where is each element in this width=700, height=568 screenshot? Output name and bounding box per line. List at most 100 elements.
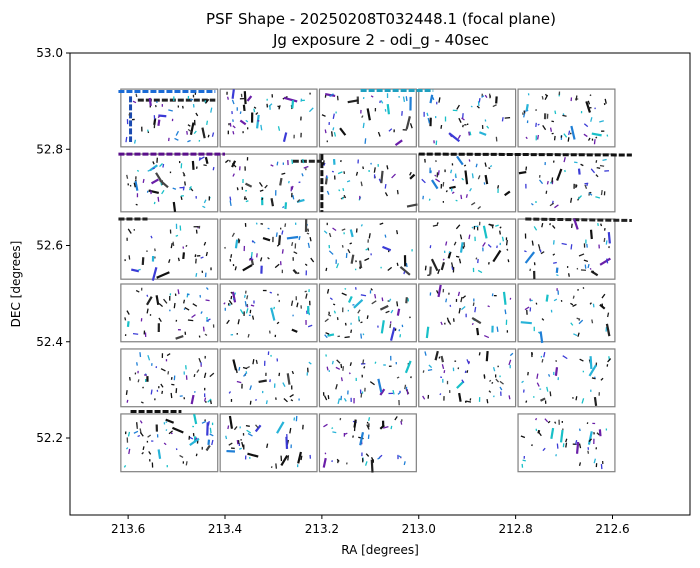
psf-whisker xyxy=(203,164,207,167)
psf-whisker xyxy=(203,199,207,204)
x-tick-label: 212.8 xyxy=(498,522,532,536)
psf-whisker xyxy=(235,369,238,374)
psf-whisker xyxy=(229,122,232,127)
psf-whisker xyxy=(570,302,574,306)
psf-whisker xyxy=(525,103,529,111)
psf-whisker xyxy=(388,128,393,132)
psf-whisker xyxy=(601,293,606,299)
psf-whisker xyxy=(508,395,511,400)
ccd-outline xyxy=(120,88,219,148)
psf-whisker xyxy=(136,362,138,366)
psf-whisker xyxy=(349,242,353,245)
psf-whisker xyxy=(357,309,361,314)
psf-whisker xyxy=(379,304,389,311)
psf-whisker xyxy=(396,301,399,307)
psf-whisker xyxy=(400,420,403,425)
psf-whisker xyxy=(185,244,188,248)
psf-whisker xyxy=(341,292,347,296)
psf-whisker xyxy=(242,104,246,112)
psf-whisker xyxy=(448,132,461,143)
psf-whisker xyxy=(441,364,445,370)
psf-whisker xyxy=(377,457,381,460)
psf-whisker xyxy=(537,429,540,434)
psf-whisker xyxy=(499,380,504,385)
psf-whisker xyxy=(180,195,183,201)
psf-whisker xyxy=(574,439,578,445)
psf-whisker xyxy=(524,251,536,264)
psf-whisker xyxy=(450,262,454,268)
psf-whisker xyxy=(366,108,371,121)
psf-whisker xyxy=(239,309,244,315)
psf-whisker xyxy=(232,130,235,135)
psf-whisker xyxy=(584,184,588,189)
psf-whisker xyxy=(270,307,276,321)
psf-whisker xyxy=(386,104,391,115)
psf-whisker xyxy=(455,255,460,258)
psf-whisker xyxy=(285,436,289,450)
psf-whisker xyxy=(132,100,137,104)
psf-whisker xyxy=(573,333,578,337)
psf-whisker xyxy=(366,424,370,430)
psf-whisker xyxy=(440,262,446,271)
psf-whisker xyxy=(170,243,173,249)
psf-whisker xyxy=(458,117,462,123)
psf-whisker xyxy=(191,314,196,319)
psf-whisker xyxy=(255,398,257,401)
psf-whisker xyxy=(489,379,492,382)
psf-whisker xyxy=(380,100,384,104)
psf-whisker xyxy=(166,353,171,357)
psf-whisker xyxy=(542,447,546,452)
psf-whisker xyxy=(338,189,341,192)
psf-whisker xyxy=(296,199,301,203)
psf-whisker xyxy=(521,380,524,384)
ccd-outline xyxy=(418,283,517,343)
y-tick-label: 52.2 xyxy=(36,431,63,445)
psf-whisker xyxy=(396,262,399,267)
psf-whisker xyxy=(172,426,184,434)
psf-whisker xyxy=(369,381,375,386)
psf-whisker xyxy=(591,377,596,380)
psf-whisker xyxy=(325,332,330,335)
psf-whisker xyxy=(403,271,406,275)
psf-whisker xyxy=(202,326,205,332)
psf-whisker xyxy=(245,200,249,203)
psf-whisker xyxy=(246,95,253,102)
psf-whisker xyxy=(227,96,229,100)
psf-whisker xyxy=(150,178,160,185)
psf-whisker xyxy=(245,182,253,188)
psf-whisker xyxy=(308,361,312,365)
ccd-outline xyxy=(418,218,517,280)
psf-whisker xyxy=(504,309,507,315)
psf-whisker xyxy=(326,176,329,179)
psf-whisker xyxy=(542,125,547,131)
psf-whisker xyxy=(276,244,280,247)
psf-whisker xyxy=(249,385,252,391)
psf-whisker xyxy=(269,291,273,294)
psf-whisker xyxy=(139,352,142,358)
psf-whisker xyxy=(273,306,276,310)
psf-whisker xyxy=(231,232,235,237)
psf-whisker xyxy=(275,232,278,237)
psf-whisker xyxy=(541,222,544,228)
psf-whisker xyxy=(353,419,357,428)
psf-whisker xyxy=(333,310,336,314)
psf-whisker xyxy=(363,366,366,369)
psf-whisker xyxy=(135,93,138,98)
psf-whisker xyxy=(125,390,128,395)
psf-whisker xyxy=(253,108,256,113)
psf-whisker xyxy=(167,371,170,375)
psf-whisker xyxy=(258,379,267,384)
ccd-outline xyxy=(517,348,616,408)
psf-whisker xyxy=(159,179,169,189)
psf-whisker xyxy=(144,373,147,376)
psf-whisker xyxy=(204,333,208,336)
psf-whisker xyxy=(232,125,236,129)
psf-whisker xyxy=(555,267,559,273)
psf-whisker xyxy=(155,172,162,182)
psf-whisker xyxy=(505,239,508,246)
psf-whisker xyxy=(286,373,291,385)
psf-whisker xyxy=(392,389,395,395)
psf-whisker xyxy=(148,189,160,195)
psf-whisker xyxy=(267,257,270,260)
psf-whisker xyxy=(387,266,393,272)
